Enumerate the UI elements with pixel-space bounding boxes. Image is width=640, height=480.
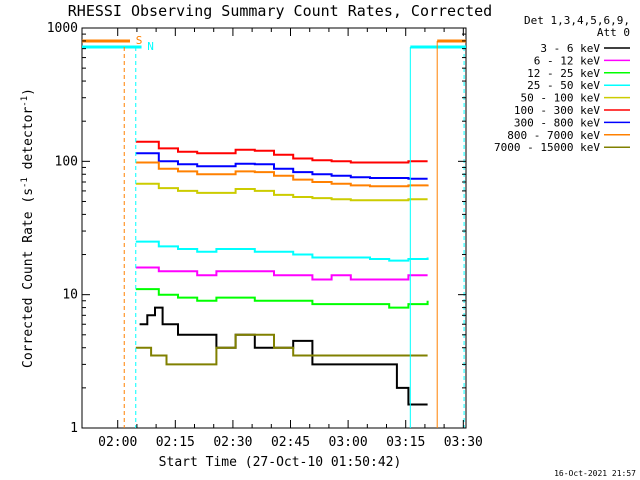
series-line bbox=[135, 140, 428, 164]
y-tick-label: 10 bbox=[62, 288, 78, 303]
plot-frame bbox=[81, 27, 467, 429]
series-line bbox=[135, 266, 428, 281]
series-line bbox=[135, 240, 429, 262]
annotation-label-s: S bbox=[136, 34, 143, 47]
series-line bbox=[135, 182, 428, 202]
legend-entry-label: 3 - 6 keV bbox=[540, 42, 600, 55]
timestamp: 16-Oct-2021 21:57 bbox=[554, 469, 636, 478]
x-ticks: 02:00 02:15 02:30 02:45 03:00 03:15 03:30 bbox=[98, 28, 483, 450]
legend-header: Att 0 bbox=[597, 26, 630, 39]
legend-entry-label: 12 - 25 keV bbox=[527, 67, 600, 80]
x-tick-label: 03:00 bbox=[329, 435, 368, 450]
legend-header: Det 1,3,4,5,6,9, bbox=[524, 14, 630, 27]
x-tick-label: 02:00 bbox=[98, 435, 137, 450]
legend-entry-label: 800 - 7000 keV bbox=[507, 129, 600, 142]
y-axis-label: Corrected Count Rate (s-1 detector-1) bbox=[20, 88, 36, 368]
legend-entry-label: 50 - 100 keV bbox=[521, 92, 601, 105]
y-tick-label: 1 bbox=[70, 421, 78, 436]
series-line bbox=[135, 288, 429, 309]
x-axis-label: Start Time (27-Oct-10 01:50:42) bbox=[159, 455, 402, 470]
series-line bbox=[135, 152, 428, 180]
chart-title: RHESSI Observing Summary Count Rates, Co… bbox=[68, 2, 492, 20]
legend-entry-label: 25 - 50 keV bbox=[527, 79, 600, 92]
x-tick-label: 02:45 bbox=[271, 435, 310, 450]
series-line bbox=[135, 333, 428, 366]
x-tick-label: 03:30 bbox=[444, 435, 483, 450]
x-tick-label: 02:30 bbox=[213, 435, 252, 450]
x-tick-label: 02:15 bbox=[156, 435, 195, 450]
legend-entry-label: 6 - 12 keV bbox=[534, 54, 601, 67]
legend-entry-label: 300 - 800 keV bbox=[514, 116, 600, 129]
x-tick-label: 03:15 bbox=[386, 435, 425, 450]
legend-entry-label: 100 - 300 keV bbox=[514, 104, 600, 117]
y-tick-label: 1000 bbox=[47, 21, 78, 36]
legend-entry-label: 7000 - 15000 keV bbox=[494, 141, 600, 154]
y-ticks: 1 10 100 1000 bbox=[47, 21, 466, 436]
series-line bbox=[135, 161, 429, 188]
annotation-label-n: N bbox=[147, 40, 154, 53]
y-tick-label: 100 bbox=[55, 154, 78, 169]
series-line bbox=[139, 306, 428, 406]
